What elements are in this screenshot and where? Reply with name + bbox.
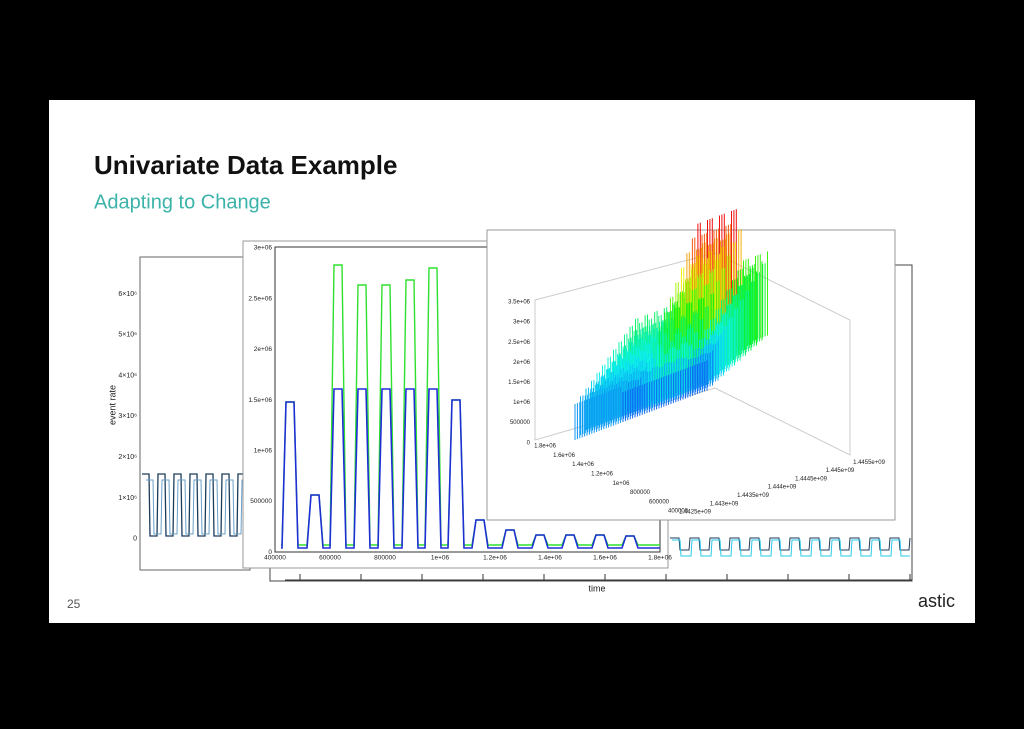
slide-title: Univariate Data Example [94,150,397,180]
x-tick-label: 600000 [319,555,341,562]
x-tick-label: 1.8e+06 [648,555,672,562]
y-tick-label: 2×10⁶ [118,454,137,461]
series-line [281,388,660,549]
x-tick-label: 1.443e+09 [710,501,739,507]
y-tick-label: 1.6e+06 [553,453,576,459]
y-tick-label: 4×10⁶ [118,372,137,379]
x-tick-label: 1e+06 [431,555,450,562]
y-tick-label: 400000 [668,509,689,515]
series-line [146,479,248,535]
x-tick-label: 1.445e+09 [826,468,855,474]
x-tick-label: 1.4455e+09 [853,460,886,466]
y-tick-label: 5×10⁶ [118,332,137,339]
z-tick-label: 1e+06 [513,400,531,406]
y-tick-label: 1e+06 [254,448,273,455]
page-number: 25 [67,597,81,611]
series-line [672,539,910,557]
z-tick-label: 2.5e+06 [508,340,531,346]
series-line [142,473,248,537]
panel-event-rate: 6×10⁶ 5×10⁶ 4×10⁶ 3×10⁶ 2×10⁶ 1×10⁶ 0 event rat… [107,256,251,571]
y-tick-label: 600000 [649,499,670,505]
z-tick-label: 1.5e+06 [508,380,531,386]
x-tick-label: 1.4425e+09 [679,510,712,516]
y-tick-label: 1×10⁶ [118,495,137,502]
x-tick-label: 1.4e+06 [538,555,562,562]
y-tick-label: 6×10⁶ [118,291,137,298]
x-axis-label: time [588,583,605,593]
y-tick-label: 1.4e+06 [572,462,595,468]
panel-frame [139,256,251,571]
y-tick-label: 2e+06 [254,346,273,353]
x-tick-label: 1.4445e+09 [795,476,828,482]
x-tick-label: 1.2e+06 [483,555,507,562]
x-tick-label: 1.4435e+09 [737,493,770,499]
y-tick-label: 3e+06 [254,245,273,252]
x-tick-label: 1.6e+06 [593,555,617,562]
slide-subtitle: Adapting to Change [94,191,271,213]
y-tick-label: 1.2e+06 [591,471,614,477]
x-tick-label: 1.444e+09 [768,485,797,491]
y-tick-label: 3×10⁶ [118,413,137,420]
y-tick-label: 500000 [250,498,272,505]
y-tick-label: 0 [268,549,272,556]
y-tick-label: 0 [133,536,137,543]
y-tick-label: 1.5e+06 [248,397,272,404]
z-tick-label: 3e+06 [513,320,531,326]
panel-3d: 3.5e+06 3e+06 2.5e+06 2e+06 1.5e+06 1e+06 5000… [486,209,896,521]
y-tick-label: 1e+06 [613,481,631,487]
y-tick-label: 800000 [630,490,651,496]
x-tick-label: 400000 [264,555,286,562]
y-tick-label: 2.5e+06 [248,295,272,302]
z-tick-label: 0 [527,440,531,446]
z-tick-label: 3.5e+06 [508,300,531,306]
logo: astic [918,591,955,611]
z-tick-label: 2e+06 [513,360,531,366]
y-tick-label: 1.8e+06 [534,444,557,450]
series-line [670,537,911,551]
y-axis-label: event rate [107,385,117,425]
z-tick-label: 500000 [510,420,531,426]
x-tick-label: 800000 [374,555,396,562]
